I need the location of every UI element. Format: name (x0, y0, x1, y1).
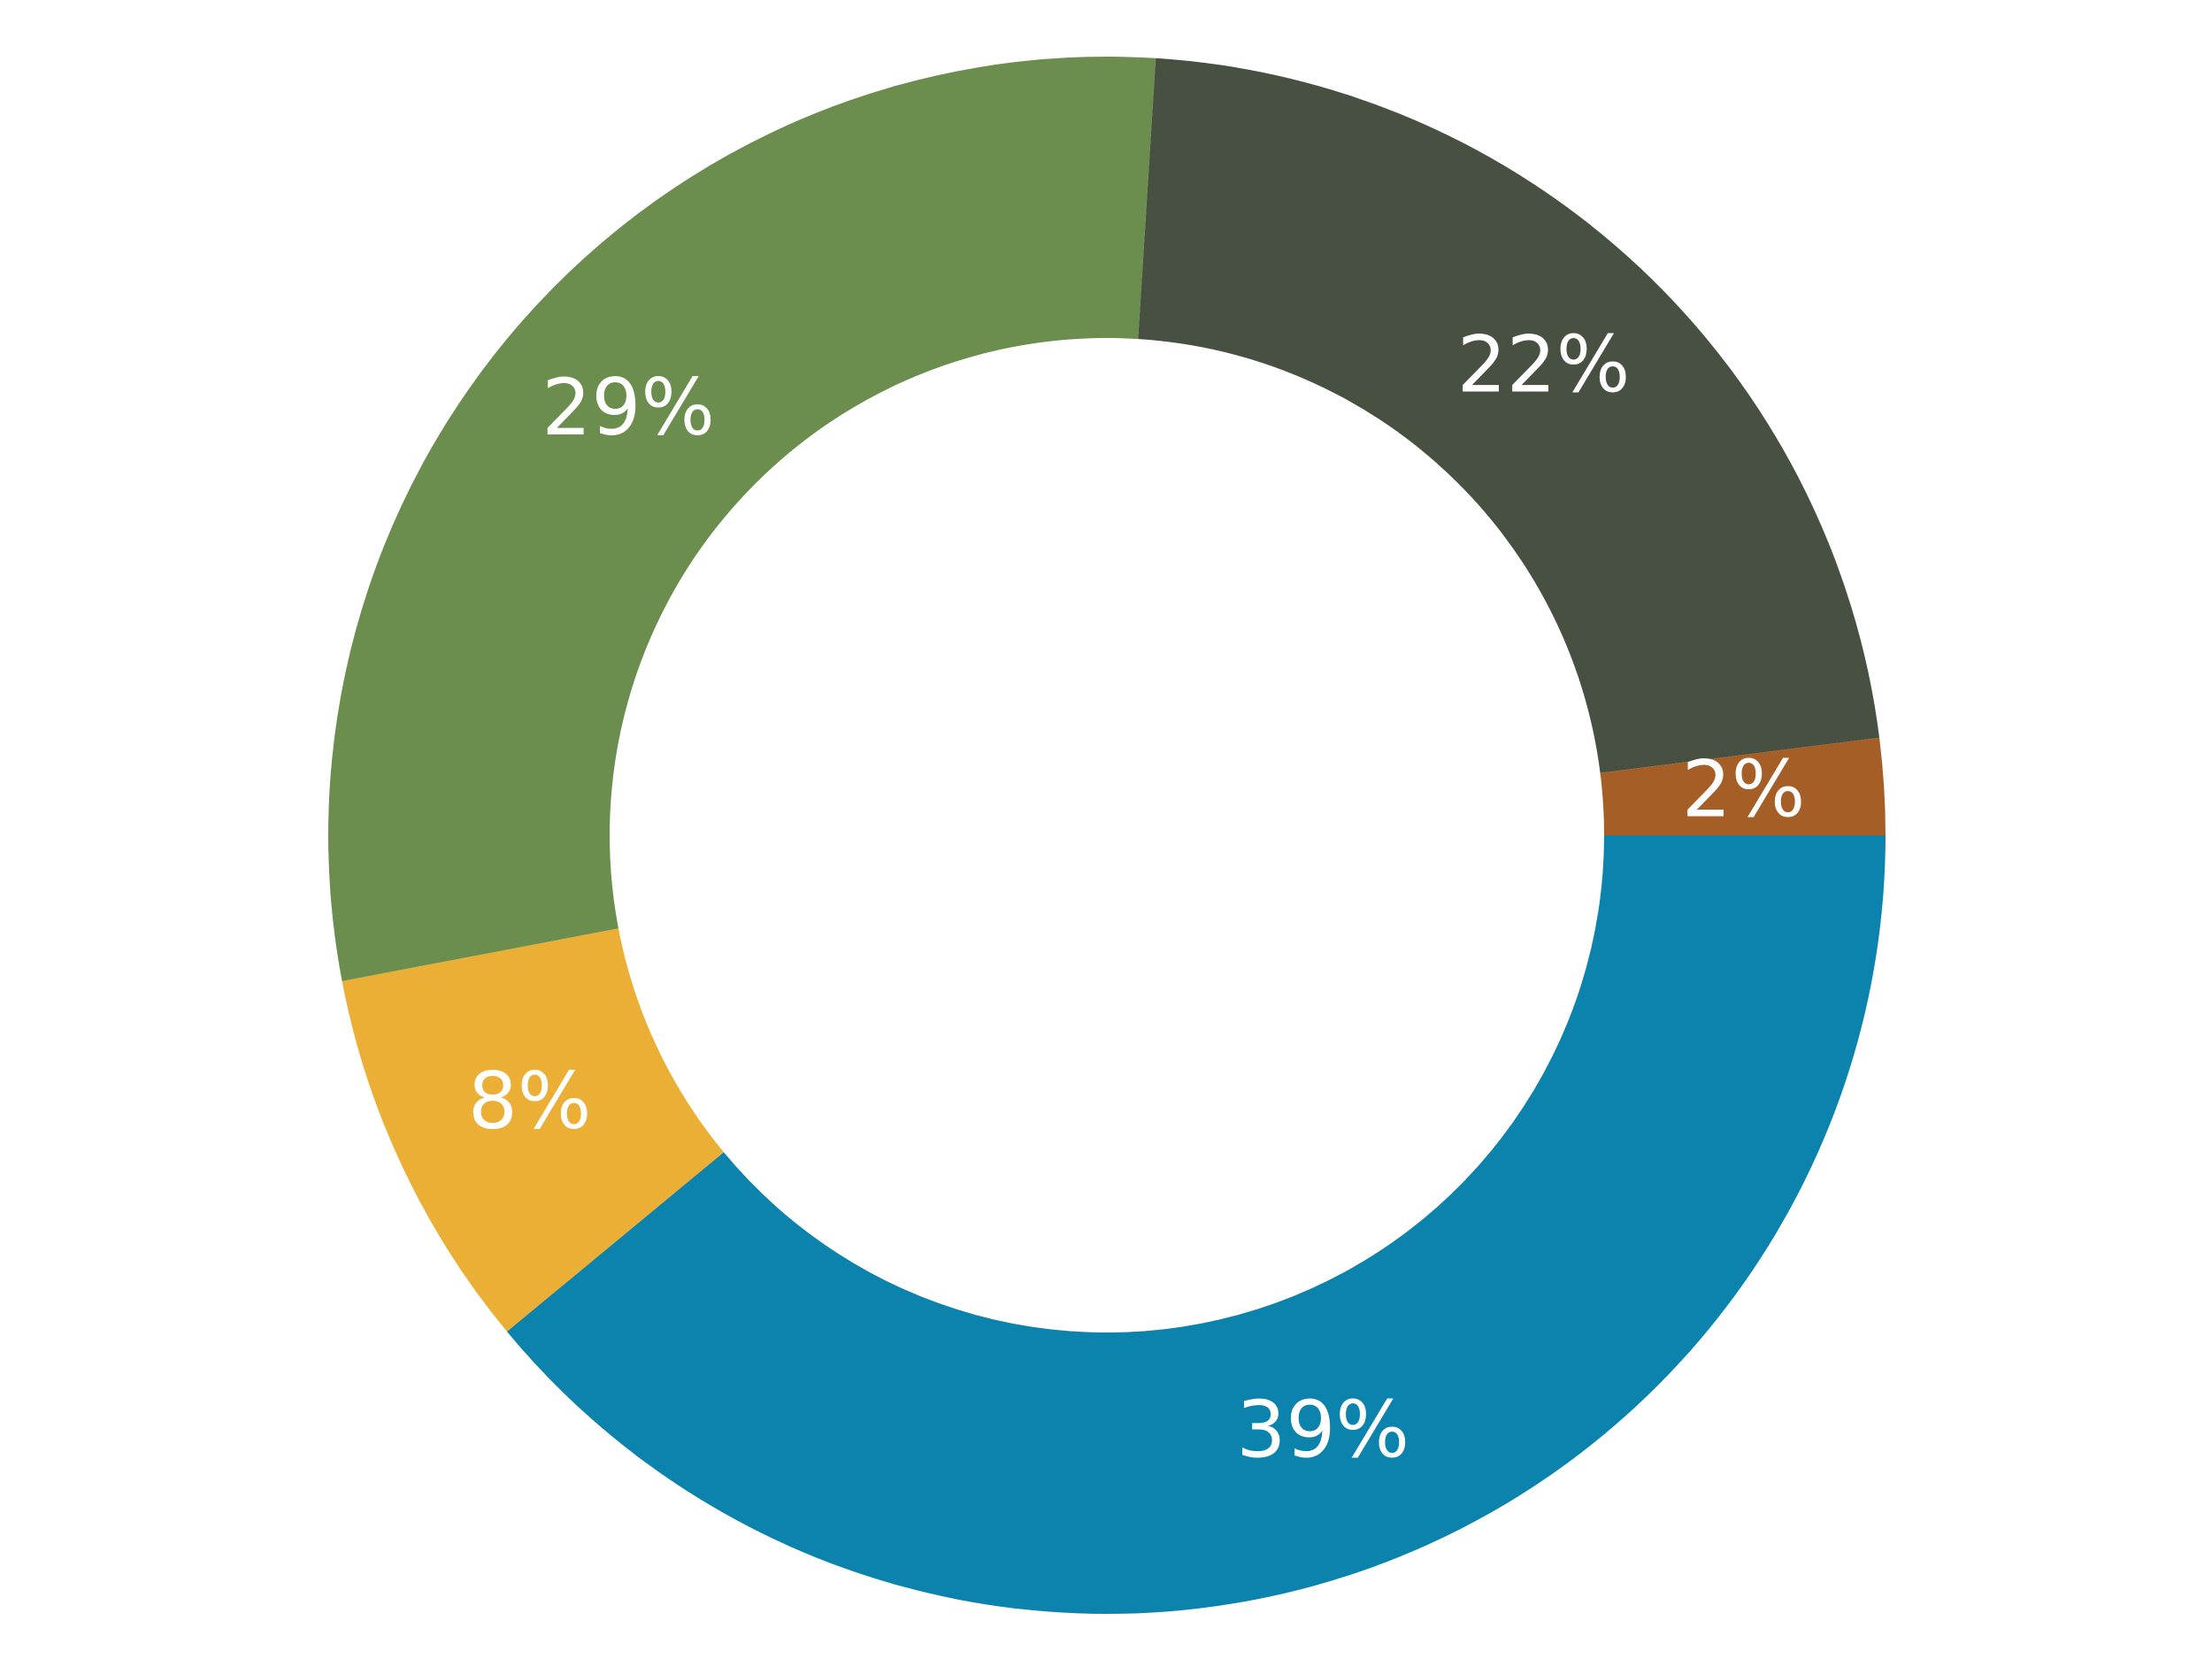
donut-slice (1138, 58, 1880, 773)
value-label: 22% (1457, 319, 1631, 410)
donut-slice (342, 928, 724, 1332)
donut-slice (328, 57, 1156, 981)
value-label: 2% (1682, 744, 1806, 835)
value-label: 29% (541, 362, 715, 453)
value-label: 8% (468, 1056, 592, 1147)
donut-slice (1600, 737, 1886, 835)
value-label: 39% (1236, 1384, 1409, 1475)
donut-slice (506, 835, 1886, 1614)
